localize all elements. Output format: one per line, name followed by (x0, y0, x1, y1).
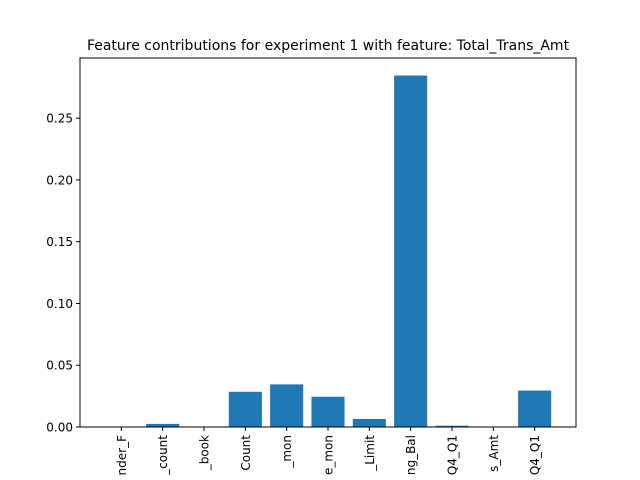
x-axis: nder_F _count _book Count _mon e_mon _Limit ng_… (115, 427, 542, 476)
bar (352, 418, 386, 427)
bar (394, 75, 428, 427)
plot-frame (79, 57, 577, 428)
bar-series (146, 75, 552, 427)
x-tick-label: Q4_Q1 (528, 435, 542, 475)
bar (146, 423, 180, 427)
bar (311, 396, 345, 427)
y-tick-label: 0.20 (46, 173, 73, 187)
x-tick-label: Count (239, 435, 253, 471)
chart-title: Feature contributions for experiment 1 w… (87, 38, 570, 54)
x-tick-label: ng_Bal (404, 435, 418, 475)
x-tick-label: _book (198, 435, 212, 471)
bar (435, 425, 469, 427)
bar (270, 384, 304, 427)
y-tick-label: 0.25 (46, 112, 73, 126)
x-tick-label: _count (156, 435, 170, 476)
bar (228, 391, 262, 427)
bar (518, 390, 552, 427)
y-tick-label: 0.10 (46, 297, 73, 311)
x-tick-label: Q4_Q1 (446, 435, 460, 475)
x-tick-label: _mon (280, 435, 294, 469)
x-tick-label: s_Amt (487, 435, 501, 472)
y-axis: 0.00 0.05 0.10 0.15 0.20 0.25 (46, 112, 80, 435)
x-tick-label: nder_F (115, 435, 129, 476)
y-tick-label: 0.15 (46, 235, 73, 249)
y-tick-label: 0.05 (46, 359, 73, 373)
x-tick-label: _Limit (363, 435, 377, 472)
y-tick-label: 0.00 (46, 421, 73, 435)
x-tick-label: e_mon (322, 435, 336, 475)
